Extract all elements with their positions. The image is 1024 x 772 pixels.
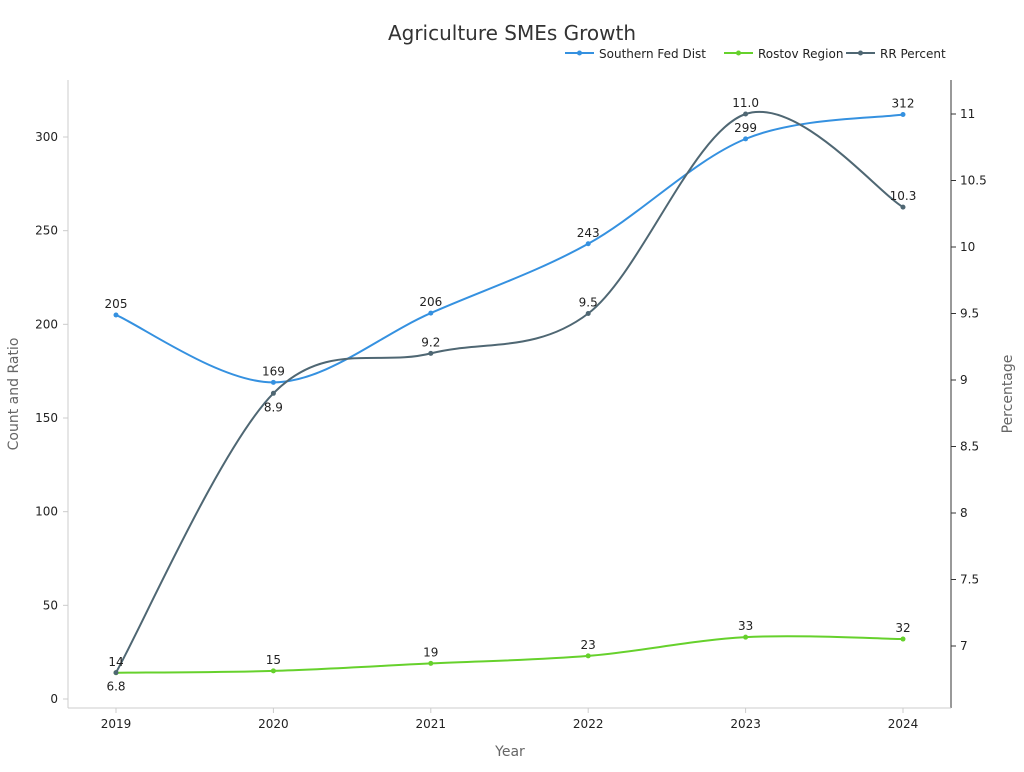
y-tick-label: 250	[35, 224, 58, 238]
data-label: 32	[895, 621, 910, 635]
legend-item: RR Percent	[846, 47, 946, 61]
data-label: 9.2	[421, 335, 440, 349]
data-point	[900, 112, 906, 118]
y2-tick-label: 11	[960, 107, 975, 121]
x-tick-label: 2021	[416, 717, 447, 731]
data-label: 23	[581, 638, 596, 652]
data-point	[585, 241, 591, 247]
y2-axis-label: Percentage	[1000, 355, 1016, 434]
legend-label: Southern Fed Dist	[599, 47, 706, 61]
series-line	[115, 113, 904, 384]
x-tick-label: 2020	[258, 717, 289, 731]
legend-label: Rostov Region	[758, 47, 843, 61]
data-point	[585, 311, 591, 316]
data-label: 19	[423, 645, 438, 659]
x-tick-label: 2024	[888, 717, 919, 731]
chart-title: Agriculture SMEs Growth	[388, 21, 636, 45]
y2-tick-label: 7	[960, 639, 968, 653]
data-label: 14	[108, 655, 123, 669]
data-label: 206	[419, 295, 442, 309]
data-point	[743, 136, 749, 142]
legend-marker	[736, 50, 741, 56]
y2-tick-label: 7.5	[960, 573, 979, 587]
data-point	[743, 634, 749, 640]
data-point	[113, 670, 119, 676]
data-label: 205	[105, 297, 128, 311]
data-point	[270, 668, 276, 674]
legend-marker	[858, 50, 863, 56]
y2-tick-label: 9.5	[960, 307, 979, 321]
data-label: 6.8	[106, 680, 125, 694]
data-point	[585, 653, 591, 659]
data-label: 9.5	[579, 296, 598, 310]
y2-tick-label: 8.5	[960, 440, 979, 454]
data-label: 312	[892, 97, 915, 111]
legend-item: Rostov Region	[724, 47, 843, 61]
x-tick-label: 2023	[730, 717, 761, 731]
y-tick-label: 50	[43, 598, 58, 612]
legend-label: RR Percent	[880, 47, 946, 61]
y-axis-label: Count and Ratio	[6, 338, 22, 451]
data-label: 15	[266, 653, 281, 667]
data-point	[743, 111, 749, 117]
legend-item: Southern Fed Dist	[565, 47, 706, 61]
y2-tick-label: 9	[960, 373, 968, 387]
x-tick-label: 2019	[101, 717, 132, 731]
data-point	[900, 636, 906, 642]
data-label: 169	[262, 364, 285, 378]
data-label: 243	[577, 226, 600, 240]
y2-tick-label: 8	[960, 506, 968, 520]
y-tick-label: 300	[35, 130, 58, 144]
data-point	[270, 390, 276, 396]
data-point	[113, 312, 119, 318]
x-tick-label: 2022	[573, 717, 604, 731]
series-line	[115, 110, 904, 674]
y-tick-label: 0	[50, 692, 58, 706]
y2-tick-label: 10	[960, 240, 975, 254]
data-point	[428, 350, 434, 356]
data-label: 10.3	[890, 189, 917, 203]
data-point	[270, 379, 276, 385]
y-tick-label: 150	[35, 411, 58, 425]
data-label: 8.9	[264, 400, 283, 414]
y-tick-label: 100	[35, 505, 58, 519]
data-label: 299	[734, 121, 757, 135]
data-point	[428, 660, 434, 666]
series-line	[115, 635, 904, 674]
data-point	[428, 310, 434, 316]
data-label: 33	[738, 619, 753, 633]
y2-tick-label: 10.5	[960, 174, 987, 188]
legend-marker	[577, 50, 582, 56]
y-tick-label: 200	[35, 317, 58, 331]
x-axis-label: Year	[494, 744, 525, 760]
data-label: 11.0	[732, 96, 759, 110]
data-point	[900, 204, 906, 210]
